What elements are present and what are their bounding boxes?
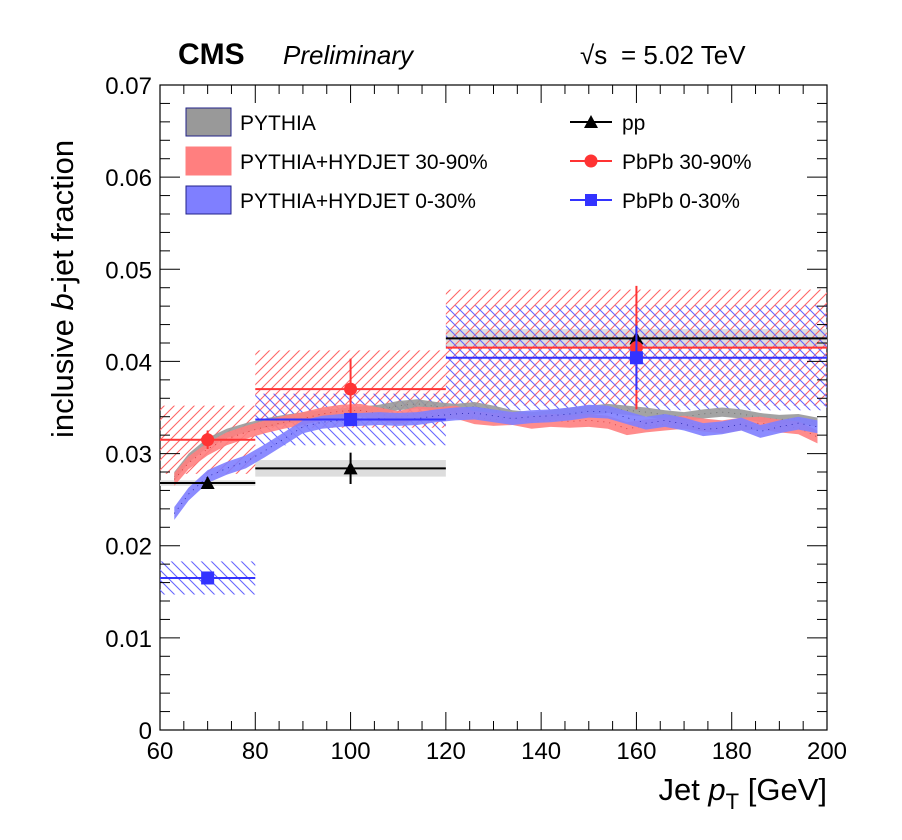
y-tick-label: 0.04 [105,349,152,376]
legend-marker-pbpb030 [585,194,597,206]
x-tick-label: 60 [147,738,174,765]
x-axis-title-post: [GeV] [739,772,827,807]
energy-value-label: = 5.02 TeV [621,40,746,70]
data-points [160,285,827,585]
x-tick-label: 200 [807,738,847,765]
y-axis-title-post: -jet fraction [45,140,80,293]
x-axis-title: Jet pT [GeV] [658,772,827,814]
legend-swatch-pythia [185,107,232,137]
x-tick-label: 180 [712,738,752,765]
legend-label-pbpb030: PbPb 0-30% [622,190,740,213]
legend-label-pp: pp [622,112,645,135]
y-tick-label: 0.01 [105,626,152,653]
legend-marker-pbpb3090 [584,154,598,168]
legend-swatch-hyd030 [185,185,232,215]
x-axis-title-pre: Jet [658,772,708,807]
x-axis-title-sub: T [726,789,739,814]
y-axis-title-pre: inclusive [45,311,80,439]
y-tick-label: 0.07 [105,73,152,100]
y-tick-label: 0.06 [105,165,152,192]
systematic-boxes [160,289,827,595]
energy-sqrt-label: √s [580,40,607,70]
hyd3090-band-center [173,409,818,480]
x-tick-label: 80 [242,738,269,765]
pbpb030-marker-0 [201,571,215,585]
y-tick-label: 0 [139,718,152,745]
y-tick-label: 0.05 [105,257,152,284]
legend-label-hyd030: PYTHIA+HYDJET 0-30% [240,190,476,213]
x-tick-label: 120 [426,738,466,765]
y-axis-title: inclusive b-jet fraction [45,140,80,438]
x-tick-label: 100 [331,738,371,765]
legend-label-hyd3090: PYTHIA+HYDJET 30-90% [240,151,488,174]
legend-marker-pp [584,115,598,128]
legend: PYTHIA PYTHIA+HYDJET 30-90% PYTHIA+HYDJE… [185,107,752,215]
pp-marker-0 [200,476,215,490]
axis-ticks: 60 80 100 120 140 160 180 200 0 0.01 0.02 0.03 0.04 0… [105,73,847,765]
experiment-label: CMS [178,38,245,71]
mc-bands [173,399,818,520]
pbpb3090-marker-0 [201,433,215,447]
y-tick-label: 0.03 [105,442,152,469]
legend-swatch-hyd3090 [185,146,232,176]
pp-marker-1 [343,461,358,475]
legend-label-pbpb3090: PbPb 30-90% [622,151,752,174]
status-label: Preliminary [283,40,415,70]
x-tick-label: 160 [616,738,656,765]
x-tick-label: 140 [521,738,561,765]
x-axis-title-p: p [707,772,725,807]
y-tick-label: 0.02 [105,534,152,561]
pbpb030-marker-2 [629,351,643,365]
legend-label-pythia: PYTHIA [240,112,316,135]
y-axis-title-b: b [45,293,80,310]
pbpb030-marker-1 [344,412,358,426]
pbpb3090-marker-1 [344,382,358,396]
